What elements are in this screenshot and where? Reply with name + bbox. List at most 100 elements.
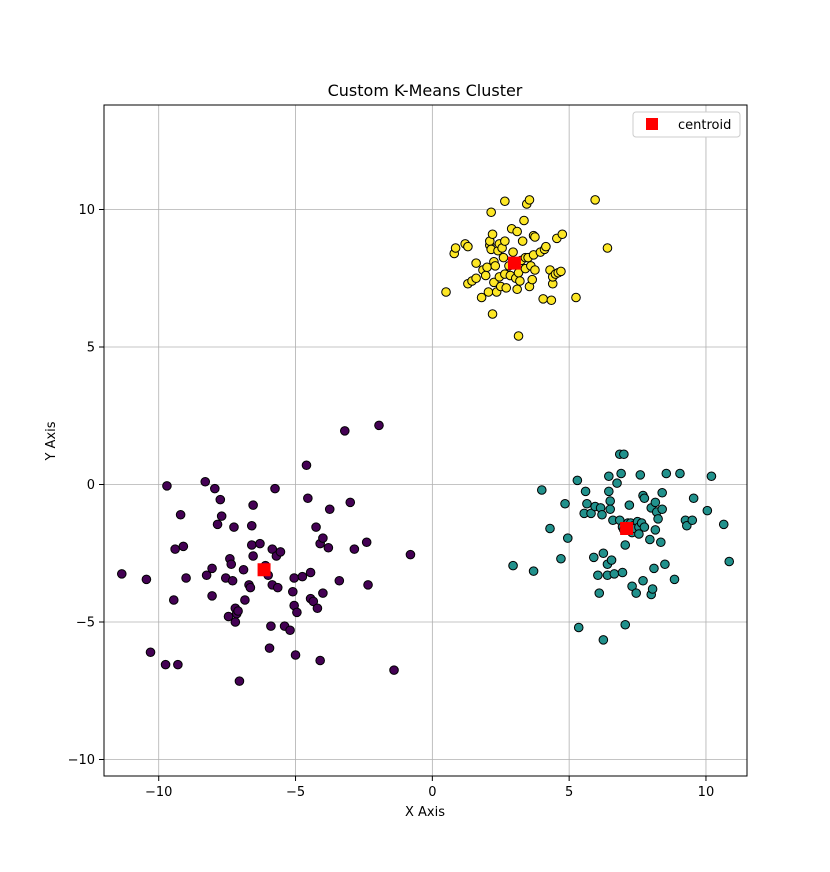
data-point (508, 560, 518, 571)
data-point (647, 584, 658, 594)
data-point (349, 544, 360, 554)
data-point (617, 567, 628, 578)
data-point (556, 553, 566, 564)
data-point (266, 621, 276, 631)
data-point (541, 241, 551, 252)
data-point (706, 471, 717, 482)
data-point (345, 497, 356, 508)
data-point (245, 582, 256, 593)
data-point (501, 283, 512, 293)
data-point (724, 556, 735, 567)
data-point (602, 243, 613, 253)
data-point (216, 511, 227, 521)
data-point (687, 515, 698, 526)
data-point (210, 483, 220, 494)
data-point (490, 261, 501, 271)
data-point (361, 537, 372, 548)
data-point (718, 519, 729, 530)
data-point (604, 486, 614, 497)
data-point (597, 509, 607, 520)
centroid-markers (257, 256, 634, 577)
data-point (619, 449, 629, 460)
data-point (669, 574, 680, 585)
data-point (517, 236, 528, 246)
data-point (513, 331, 524, 341)
data-point (524, 195, 535, 205)
data-point (287, 586, 298, 597)
data-point (289, 573, 299, 583)
data-point (650, 497, 661, 508)
data-point (312, 603, 323, 614)
data-point (303, 493, 313, 504)
y-axis-ticks: −10 −5 0 5 10 (68, 203, 104, 768)
legend: centroid (632, 111, 741, 138)
x-tick-label: 0 (428, 785, 436, 800)
data-point (593, 570, 603, 581)
data-point (571, 292, 581, 303)
data-point (620, 540, 631, 550)
data-point (487, 229, 498, 240)
data-point (594, 588, 605, 598)
data-point (264, 643, 275, 653)
data-point (450, 243, 461, 253)
data-point (639, 493, 650, 504)
data-point (168, 595, 179, 605)
data-point (657, 487, 667, 498)
data-point (688, 493, 699, 504)
data-point (649, 563, 659, 574)
data-point (605, 504, 615, 515)
data-point (207, 591, 217, 601)
data-point (557, 229, 568, 240)
x-axis-label: X Axis (405, 805, 445, 820)
data-point (536, 485, 547, 495)
data-point (471, 273, 481, 284)
centroid-marker (620, 522, 634, 535)
data-point (661, 468, 672, 479)
data-point (200, 476, 211, 487)
plot-frame (103, 104, 748, 777)
data-point (311, 522, 321, 532)
data-point (606, 555, 617, 565)
data-point (290, 650, 301, 660)
data-point (573, 622, 584, 633)
data-point (270, 483, 280, 494)
grid-lines (104, 105, 747, 776)
data-point (207, 563, 217, 574)
data-point (116, 569, 127, 579)
data-point (487, 309, 498, 319)
data-point (162, 481, 172, 491)
data-point (301, 460, 312, 471)
data-point (590, 195, 600, 205)
data-point (604, 471, 614, 482)
data-point (612, 478, 622, 488)
data-point (160, 659, 171, 670)
y-tick-label: 5 (87, 341, 95, 356)
data-point (702, 505, 713, 516)
data-point (580, 486, 591, 497)
data-point (201, 570, 212, 581)
data-point (463, 241, 473, 252)
y-axis-label: Y Axis (44, 421, 59, 461)
data-point (645, 534, 655, 545)
data-point (508, 247, 518, 257)
data-point (441, 287, 451, 297)
data-point (248, 551, 258, 561)
data-point (616, 468, 626, 479)
data-point (545, 523, 555, 534)
data-point (480, 270, 491, 281)
data-point (657, 504, 667, 515)
data-point (275, 547, 286, 557)
data-point (572, 475, 583, 486)
y-tick-label: −5 (76, 616, 95, 631)
data-point (586, 508, 596, 519)
data-point (556, 266, 566, 277)
data-point (656, 537, 666, 548)
data-point (471, 258, 481, 268)
data-point (538, 294, 548, 304)
data-point (334, 575, 345, 586)
plot-area (104, 105, 747, 776)
data-point (234, 676, 245, 686)
data-point (308, 596, 319, 607)
data-point (476, 292, 487, 303)
